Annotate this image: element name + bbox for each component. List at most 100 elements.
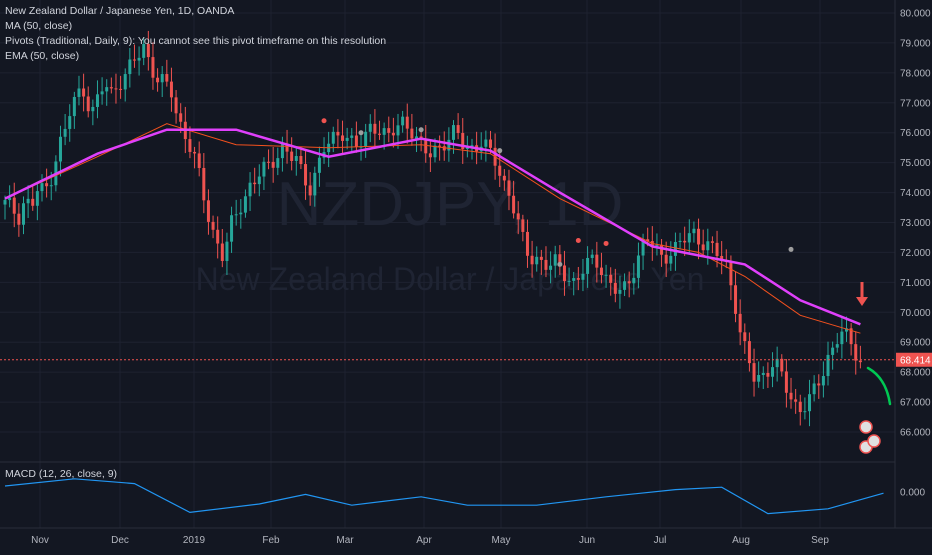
candle-up xyxy=(553,254,557,266)
candle-up xyxy=(535,256,539,265)
candle-down xyxy=(660,244,664,255)
candle-down xyxy=(817,383,821,386)
candle-down xyxy=(854,344,858,361)
time-axis-label: Feb xyxy=(262,535,280,546)
candle-down xyxy=(405,116,409,129)
candle-up xyxy=(280,143,284,159)
candle-down xyxy=(747,341,751,364)
candle-up xyxy=(673,241,677,256)
candle-up xyxy=(345,137,349,141)
candle-down xyxy=(502,175,506,181)
candle-down xyxy=(341,135,345,141)
candle-down xyxy=(858,360,862,363)
candle-down xyxy=(512,195,516,214)
candle-up xyxy=(239,212,243,215)
candle-up xyxy=(835,344,839,348)
candle-down xyxy=(715,242,719,256)
candle-up xyxy=(655,244,659,247)
candle-up xyxy=(21,203,25,225)
macd-legend[interactable]: MACD (12, 26, close, 9) xyxy=(5,468,118,480)
candle-down xyxy=(498,165,502,176)
candle-up xyxy=(484,139,488,147)
event-marker xyxy=(859,420,873,434)
legend-symbol-line[interactable]: New Zealand Dollar / Japanese Yen, 1D, O… xyxy=(5,5,235,17)
candle-up xyxy=(581,273,585,280)
candle-down xyxy=(428,153,432,158)
macd-line xyxy=(4,478,884,515)
candle-up xyxy=(72,96,76,117)
candle-up xyxy=(636,255,640,278)
candle-up xyxy=(572,278,576,281)
candle-up xyxy=(706,241,710,251)
candle-down xyxy=(683,240,687,243)
candle-down xyxy=(576,278,580,280)
candle-down xyxy=(780,358,784,372)
price-axis-label: 75.000 xyxy=(900,158,931,169)
candle-down xyxy=(442,146,446,151)
candle-down xyxy=(17,213,21,225)
candle-down xyxy=(544,259,548,270)
ema-line xyxy=(4,123,861,334)
candle-up xyxy=(160,74,164,83)
candle-up xyxy=(91,106,95,112)
candle-down xyxy=(734,285,738,314)
candle-up xyxy=(821,376,825,386)
candle-down xyxy=(646,239,650,242)
candle-down xyxy=(525,231,529,256)
candle-down xyxy=(253,182,257,185)
candle-down xyxy=(697,228,701,245)
candle-up xyxy=(40,183,44,192)
candle-down xyxy=(216,229,220,244)
candle-down xyxy=(849,328,853,345)
candle-down xyxy=(285,143,289,152)
price-axis-label: 67.000 xyxy=(900,398,931,409)
candle-up xyxy=(771,367,775,377)
time-axis-label: Dec xyxy=(111,535,129,546)
price-axis-label: 68.000 xyxy=(900,368,931,379)
candle-down xyxy=(609,274,613,283)
candle-down xyxy=(599,267,603,276)
legend-pivots-line[interactable]: Pivots (Traditional, Daily, 9): You cann… xyxy=(5,35,387,47)
candle-up xyxy=(368,123,372,132)
down-arrow-head xyxy=(856,297,868,306)
candle-up xyxy=(230,215,234,242)
candle-up xyxy=(808,394,812,412)
candle-up xyxy=(567,280,571,282)
candle-down xyxy=(613,282,617,294)
candle-up xyxy=(142,43,146,58)
candle-up xyxy=(840,331,844,345)
candle-up xyxy=(451,125,455,140)
candle-down xyxy=(530,255,534,265)
price-axis-label: 73.000 xyxy=(900,218,931,229)
candle-up xyxy=(669,255,673,264)
candle-up xyxy=(470,145,474,147)
candle-down xyxy=(156,77,160,83)
candle-down xyxy=(558,254,562,266)
candle-down xyxy=(738,313,742,333)
candle-down xyxy=(488,139,492,148)
candle-up xyxy=(586,257,590,274)
pivot-dot xyxy=(358,130,364,136)
candle-down xyxy=(354,135,358,147)
candle-down xyxy=(86,96,90,112)
candle-down xyxy=(461,132,465,150)
candle-down xyxy=(336,131,340,136)
price-axis-label: 74.000 xyxy=(900,188,931,199)
candle-down xyxy=(45,183,49,187)
legend-ma-line[interactable]: MA (50, close) xyxy=(5,20,73,32)
legend-ema-line[interactable]: EMA (50, close) xyxy=(5,50,80,62)
candle-up xyxy=(58,136,62,162)
candle-down xyxy=(798,401,802,413)
candle-up xyxy=(243,196,247,213)
time-axis-label: Mar xyxy=(336,535,354,546)
candle-up xyxy=(317,157,321,173)
time-axis-label: Jun xyxy=(579,535,595,546)
candle-up xyxy=(100,91,104,95)
candle-up xyxy=(803,411,807,413)
candle-down xyxy=(627,281,631,284)
candle-down xyxy=(220,243,224,261)
candle-up xyxy=(641,239,645,256)
time-axis-label: 2019 xyxy=(183,535,206,546)
